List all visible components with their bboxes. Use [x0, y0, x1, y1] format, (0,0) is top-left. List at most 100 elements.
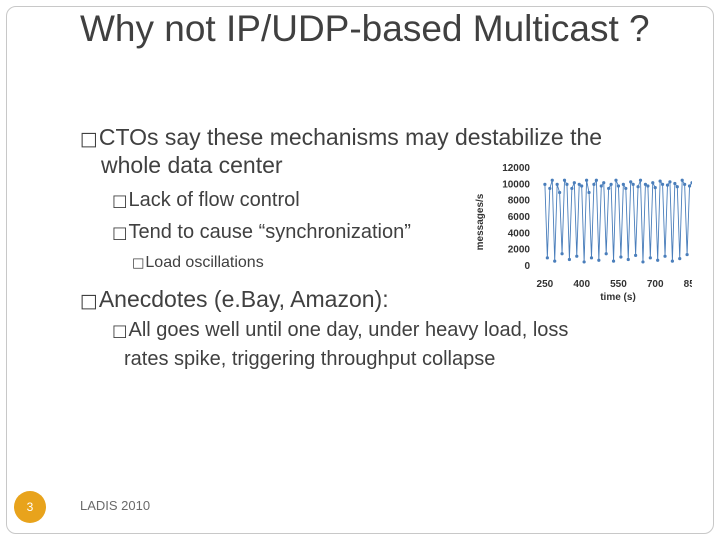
data-point	[646, 184, 650, 188]
data-point	[602, 181, 606, 185]
data-point	[550, 178, 554, 182]
bullet-box-icon: □	[80, 290, 98, 312]
data-point	[597, 258, 601, 262]
series-messages	[543, 178, 692, 264]
bullet-all-goes-well-text: All goes well until one day, under heavy…	[128, 319, 569, 341]
data-point	[621, 182, 625, 186]
data-point	[567, 257, 572, 262]
bullet-box-icon: □	[80, 128, 98, 150]
data-point	[587, 190, 591, 195]
data-point	[594, 178, 598, 182]
data-point	[545, 256, 549, 260]
data-point	[683, 182, 687, 186]
data-point	[577, 182, 581, 186]
data-point	[690, 181, 692, 185]
y-axis-ticks: 0 2000 4000 6000 8000 10000 12000	[502, 163, 530, 272]
bullet-box-icon: □	[112, 191, 128, 210]
data-point	[582, 260, 586, 264]
slide-frame	[6, 6, 714, 534]
footer-text: LADIS 2010	[80, 498, 151, 513]
data-point	[678, 257, 682, 261]
x-tick-label: 250	[537, 279, 554, 290]
y-tick-label: 6000	[508, 212, 531, 223]
data-point	[624, 186, 628, 191]
message-rate-chart: 0 2000 4000 6000 8000 10000 12000 250 400 550 700…	[475, 163, 692, 303]
bullet-box-icon: □	[112, 223, 128, 242]
series-line	[544, 178, 692, 262]
page-number: 3	[14, 491, 46, 523]
data-point	[685, 252, 689, 257]
data-point	[592, 182, 596, 186]
x-tick-label: 850	[684, 279, 692, 290]
bullet-box-icon: □	[132, 256, 145, 271]
data-point	[663, 254, 667, 258]
bullet-flow-control: □Lack of flow control	[112, 186, 300, 215]
data-point	[611, 259, 616, 263]
data-point	[643, 182, 648, 186]
data-point	[607, 186, 611, 191]
data-point	[634, 253, 638, 257]
y-tick-label: 4000	[508, 228, 531, 239]
x-axis-ticks: 250 400 550 700 850	[537, 279, 692, 290]
bullet-anecdotes: □Anecdotes (e.Bay, Amazon):	[80, 284, 389, 316]
data-point	[670, 259, 674, 263]
data-point	[584, 178, 589, 182]
bullet-box-icon: □	[112, 321, 128, 340]
y-tick-label: 2000	[508, 245, 531, 256]
bullet-ctos-text: CTOs say these mechanisms may destabiliz…	[98, 124, 603, 150]
data-point	[614, 178, 618, 182]
y-tick-label: 10000	[502, 179, 530, 190]
data-point	[675, 185, 679, 189]
data-point	[648, 256, 652, 260]
data-point	[553, 259, 557, 263]
data-point	[558, 190, 562, 195]
data-point	[616, 184, 621, 188]
y-axis-label: messages/s	[475, 193, 486, 250]
y-tick-label: 12000	[502, 163, 530, 174]
data-point	[680, 178, 684, 182]
data-point	[653, 186, 657, 190]
bullet-all-goes-well-continuation: rates spike, triggering throughput colla…	[124, 348, 496, 370]
data-point	[638, 178, 643, 182]
bullet-load-oscillations: □Load oscillations	[132, 253, 264, 274]
data-point	[555, 182, 559, 186]
data-point	[668, 180, 672, 184]
data-point	[570, 186, 574, 191]
bullet-ctos: □CTOs say these mechanisms may destabili…	[80, 122, 602, 154]
data-point	[656, 258, 660, 262]
y-tick-label: 0	[524, 261, 530, 272]
data-point	[580, 184, 584, 188]
data-point	[631, 182, 635, 186]
bullet-all-goes-well: □All goes well until one day, under heav…	[112, 316, 568, 345]
bullet-flow-control-text: Lack of flow control	[128, 189, 300, 211]
data-point	[604, 252, 608, 256]
bullet-synchronization-text: Tend to cause “synchronization”	[128, 221, 411, 243]
x-tick-label: 550	[610, 279, 627, 290]
data-point	[609, 182, 613, 186]
bullet-ctos-continuation: whole data center	[101, 152, 283, 178]
data-point	[651, 181, 655, 185]
data-point	[629, 180, 633, 184]
y-tick-label: 8000	[508, 196, 531, 207]
data-point	[565, 182, 569, 186]
data-point	[673, 181, 677, 186]
bullet-synchronization: □Tend to cause “synchronization”	[112, 218, 411, 247]
data-point	[599, 184, 603, 188]
data-point	[636, 185, 640, 189]
data-point	[562, 178, 567, 182]
data-point	[665, 183, 670, 187]
data-point	[589, 256, 594, 260]
data-point	[572, 181, 576, 185]
data-point	[658, 179, 662, 183]
x-tick-label: 400	[573, 279, 590, 290]
x-tick-label: 700	[647, 279, 664, 290]
data-point	[543, 182, 547, 186]
slide-title: Why not IP/UDP-based Multicast ?	[80, 8, 650, 49]
data-point	[575, 254, 579, 258]
data-point	[687, 184, 692, 188]
data-point	[626, 257, 630, 262]
bullet-anecdotes-text: Anecdotes (e.Bay, Amazon):	[98, 286, 389, 312]
bullet-load-oscillations-text: Load oscillations	[145, 254, 264, 271]
data-point	[660, 182, 665, 186]
x-axis-label: time (s)	[600, 292, 636, 303]
